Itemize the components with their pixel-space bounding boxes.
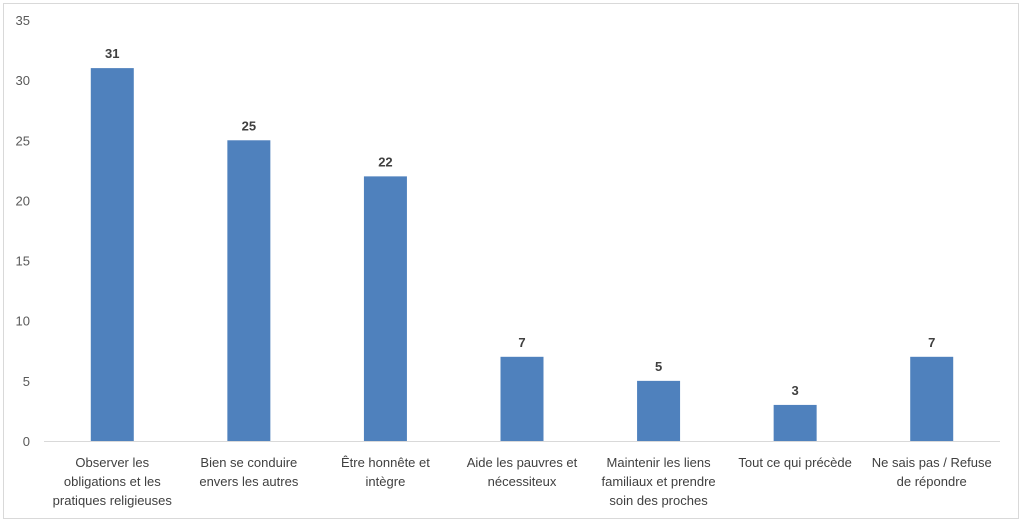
category-label: de répondre xyxy=(897,474,967,489)
y-axis: 0 5 10 15 20 25 30 35 xyxy=(16,13,30,449)
data-labels: 31 25 22 7 5 3 7 xyxy=(105,46,935,398)
category-label: Bien se conduire xyxy=(200,455,297,470)
bar xyxy=(500,356,544,441)
category-label: familiaux et prendre xyxy=(601,474,715,489)
category-label: obligations et les xyxy=(64,474,161,489)
y-tick-label: 15 xyxy=(16,254,30,269)
bar xyxy=(637,380,681,441)
data-label: 25 xyxy=(242,118,256,133)
category-label: nécessiteux xyxy=(488,474,557,489)
category-label: intègre xyxy=(366,474,406,489)
category-label: Être honnête et xyxy=(341,455,430,470)
y-tick-label: 5 xyxy=(23,374,30,389)
bar xyxy=(363,176,407,441)
bars xyxy=(90,68,954,442)
y-tick-label: 10 xyxy=(16,314,30,329)
category-label: Maintenir les liens xyxy=(607,455,712,470)
y-tick-label: 35 xyxy=(16,13,30,28)
y-tick-label: 0 xyxy=(23,434,30,449)
y-tick-label: 30 xyxy=(16,73,30,88)
category-label: envers les autres xyxy=(199,474,298,489)
bar xyxy=(910,356,954,441)
data-label: 31 xyxy=(105,46,119,61)
category-label: soin des proches xyxy=(609,493,708,508)
category-label: Aide les pauvres et xyxy=(467,455,578,470)
data-label: 7 xyxy=(518,335,525,350)
category-labels: Observer les obligations et les pratiques … xyxy=(53,455,992,508)
category-label: Ne sais pas / Refuse xyxy=(872,455,992,470)
data-label: 5 xyxy=(655,359,662,374)
y-tick-label: 25 xyxy=(16,133,30,148)
data-label: 3 xyxy=(792,383,799,398)
data-label: 22 xyxy=(378,154,392,169)
category-label: pratiques religieuses xyxy=(53,493,173,508)
data-label: 7 xyxy=(928,335,935,350)
category-label: Tout ce qui précède xyxy=(738,455,851,470)
bar xyxy=(90,68,134,441)
category-label: Observer les xyxy=(75,455,149,470)
bar xyxy=(227,140,271,442)
y-tick-label: 20 xyxy=(16,193,30,208)
bar xyxy=(773,404,817,441)
